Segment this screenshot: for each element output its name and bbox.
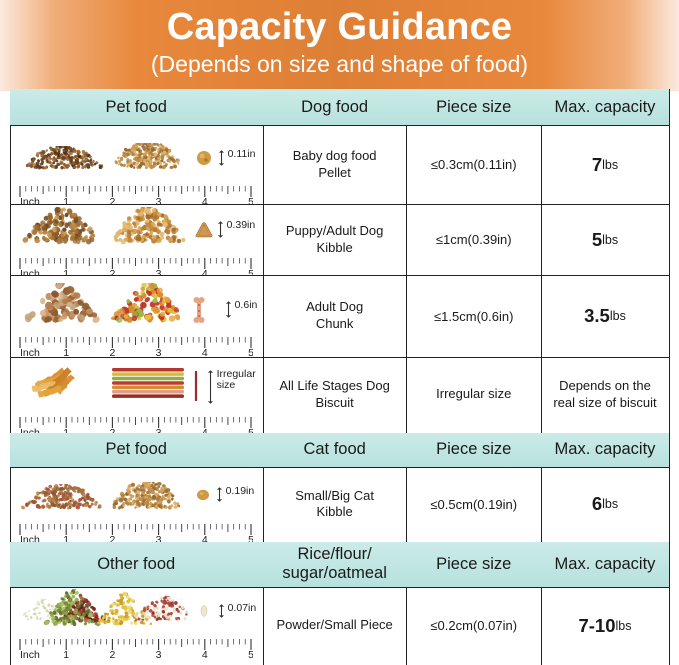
svg-text:1: 1 [63, 347, 69, 357]
svg-text:Inch: Inch [20, 534, 40, 542]
svg-text:1: 1 [63, 196, 69, 204]
svg-text:2: 2 [109, 268, 115, 276]
svg-text:2: 2 [109, 196, 115, 204]
svg-text:1: 1 [63, 649, 69, 661]
svg-text:5: 5 [248, 534, 253, 542]
svg-text:3: 3 [155, 268, 161, 276]
svg-text:5: 5 [248, 347, 253, 357]
svg-text:Inch: Inch [20, 347, 40, 357]
svg-text:3: 3 [155, 649, 161, 661]
svg-text:4: 4 [201, 196, 207, 204]
svg-text:3: 3 [155, 534, 161, 542]
svg-text:5: 5 [248, 196, 253, 204]
svg-text:1: 1 [63, 534, 69, 542]
svg-text:4: 4 [201, 347, 207, 357]
svg-text:1: 1 [63, 268, 69, 276]
svg-text:5: 5 [248, 649, 253, 661]
svg-text:2: 2 [109, 347, 115, 357]
svg-text:3: 3 [155, 196, 161, 204]
svg-text:4: 4 [201, 268, 207, 276]
svg-text:2: 2 [109, 649, 115, 661]
svg-text:4: 4 [201, 534, 207, 542]
svg-text:Inch: Inch [20, 649, 40, 661]
svg-text:Inch: Inch [20, 268, 40, 276]
svg-text:5: 5 [248, 268, 253, 276]
svg-text:2: 2 [109, 534, 115, 542]
svg-text:3: 3 [155, 347, 161, 357]
svg-text:Inch: Inch [20, 196, 40, 204]
svg-text:4: 4 [201, 649, 207, 661]
